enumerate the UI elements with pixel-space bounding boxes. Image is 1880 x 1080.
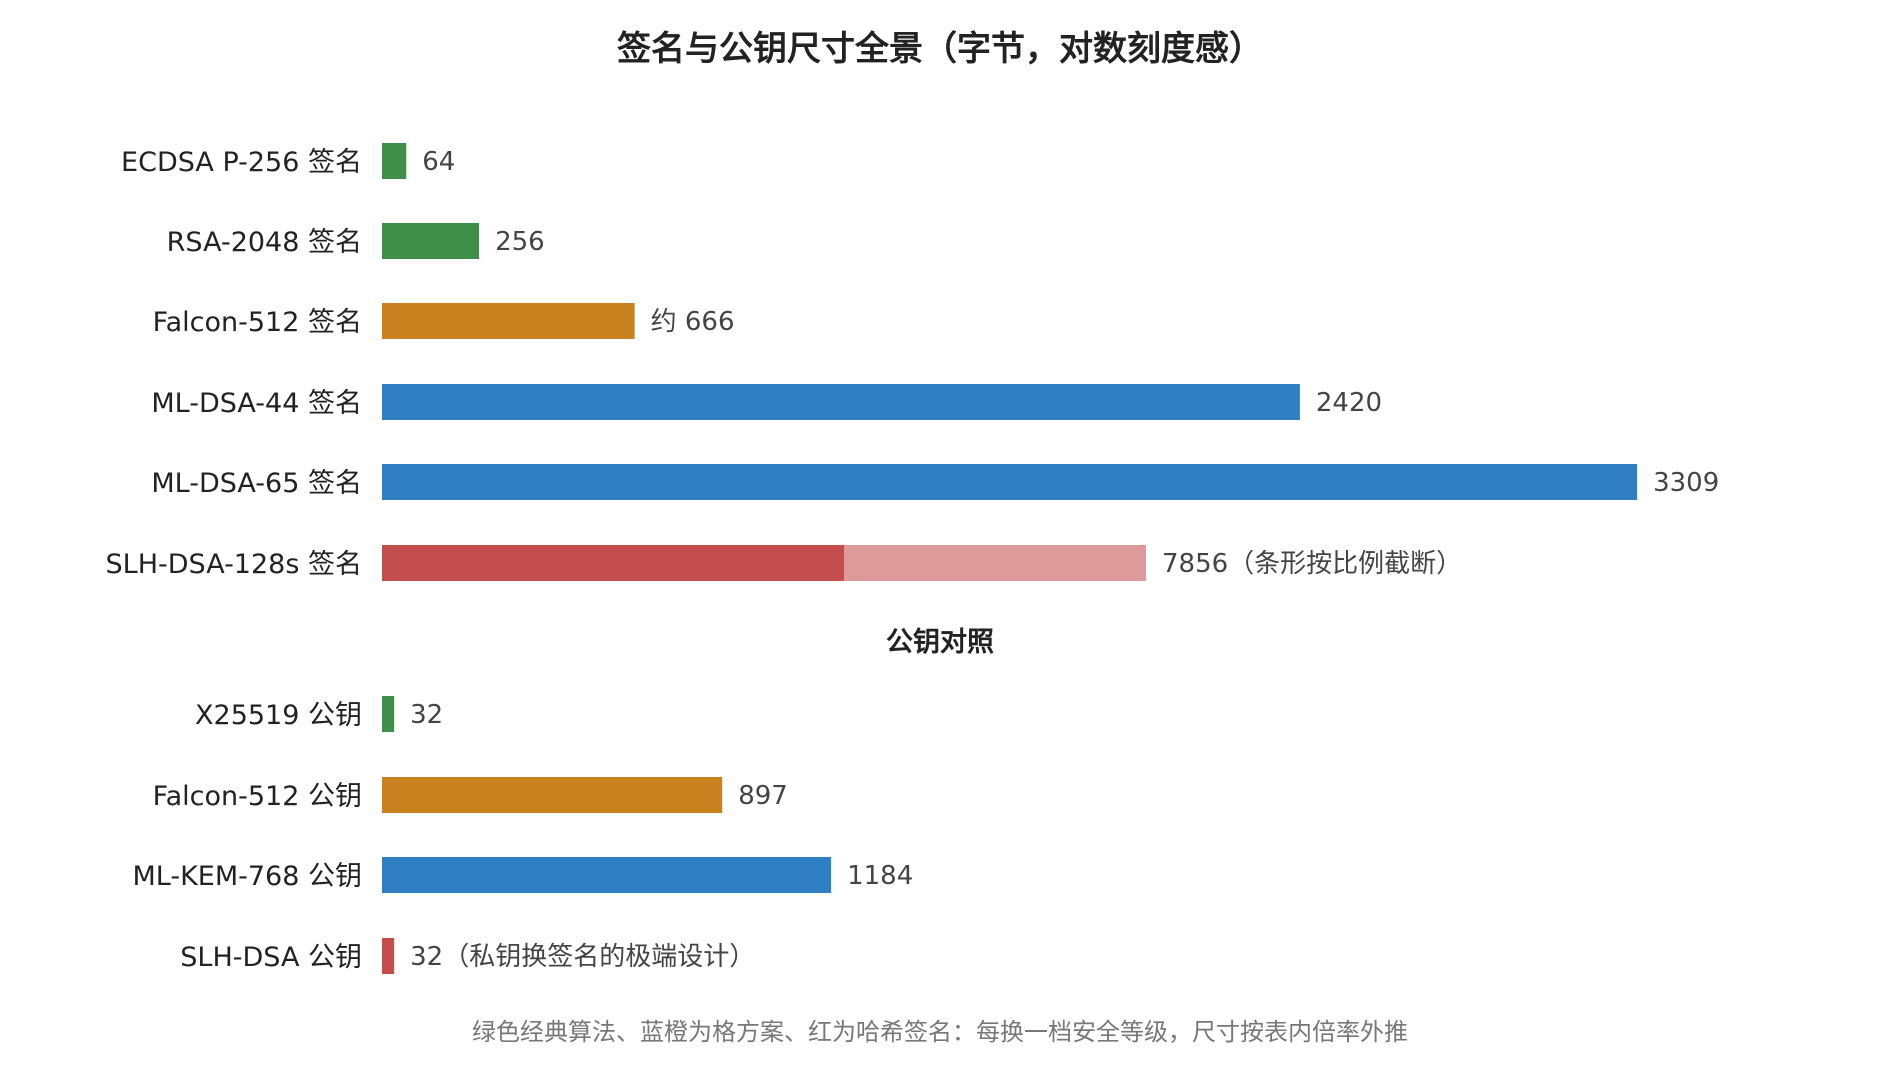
section-title-public-keys: 公钥对照 (886, 627, 994, 658)
bar-1-falcon-512 (382, 777, 723, 813)
value-label-0-ecdsa-p-256: 64 (422, 147, 455, 177)
bar-0-ml-dsa-44 (382, 384, 1300, 420)
value-label-1-slh-dsa: 32（私钥换签名的极端设计） (410, 942, 755, 972)
value-label-0-falcon-512: 约 666 (651, 307, 735, 337)
category-label-0-ml-dsa-44: ML-DSA-44 签名 (151, 388, 362, 419)
bar-0-rsa-2048 (382, 223, 480, 259)
value-label-0-rsa-2048: 256 (495, 227, 545, 257)
value-label-0-ml-dsa-44: 2420 (1316, 388, 1382, 418)
value-label-1-ml-kem-768: 1184 (847, 861, 913, 891)
bar-0-ml-dsa-65 (382, 464, 1638, 500)
category-label-0-ml-dsa-65: ML-DSA-65 签名 (151, 468, 362, 499)
chart-title: 签名与公钥尺寸全景（字节，对数刻度感） (617, 29, 1263, 69)
bar-0-falcon-512 (382, 303, 635, 339)
bar-1-x25519 (382, 696, 395, 732)
bar-1-ml-kem-768 (382, 857, 832, 893)
category-label-0-rsa-2048: RSA-2048 签名 (167, 227, 362, 258)
value-label-0-ml-dsa-65: 3309 (1653, 468, 1719, 498)
public-key-group: X25519 公钥 32 Falcon-512 公钥 897 ML-KEM-768 公钥… (132, 696, 913, 974)
bar-truncated-tail-0-slh-dsa-128s (844, 545, 1146, 581)
value-label-1-falcon-512: 897 (738, 781, 788, 811)
category-label-1-slh-dsa: SLH-DSA 公钥 (180, 942, 362, 973)
category-label-0-slh-dsa-128s: SLH-DSA-128s 签名 (106, 549, 362, 580)
bar-0-ecdsa-p-256 (382, 143, 407, 179)
category-label-1-x25519: X25519 公钥 (195, 700, 362, 731)
category-label-0-ecdsa-p-256: ECDSA P-256 签名 (121, 147, 362, 178)
bar-1-slh-dsa (382, 938, 395, 974)
value-label-1-x25519: 32 (410, 700, 443, 730)
value-label-0-slh-dsa-128s: 7856（条形按比例截断） (1162, 549, 1462, 579)
category-label-1-ml-kem-768: ML-KEM-768 公钥 (132, 861, 362, 892)
bar-0-slh-dsa-128s (382, 545, 844, 581)
signature-group: ECDSA P-256 签名 64 RSA-2048 签名 256 Falcon-512… (106, 143, 1719, 581)
category-label-0-falcon-512: Falcon-512 签名 (153, 307, 362, 338)
chart-footnote: 绿色经典算法、蓝橙为格方案、红为哈希签名：每换一档安全等级，尺寸按表内倍率外推 (472, 1018, 1408, 1046)
category-label-1-falcon-512: Falcon-512 公钥 (153, 781, 362, 812)
